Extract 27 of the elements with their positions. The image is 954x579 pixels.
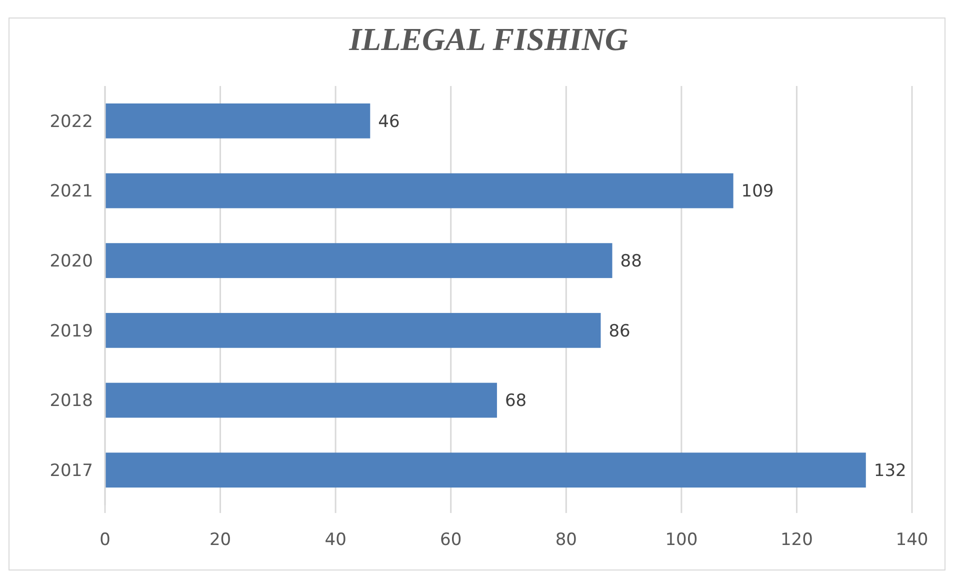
bar (105, 382, 497, 418)
data-label: 132 (874, 461, 906, 482)
x-tick-label: 120 (780, 530, 813, 550)
bar (105, 103, 370, 138)
data-label: 88 (620, 252, 642, 272)
bar (105, 452, 866, 488)
bar (105, 173, 734, 208)
chart-title: ILLEGAL FISHING (348, 21, 628, 57)
y-tick-label: 2019 (50, 321, 93, 342)
y-tick-label: 2017 (50, 461, 93, 482)
data-label: 46 (378, 112, 400, 132)
bar (105, 243, 612, 278)
y-tick-label: 2022 (50, 112, 93, 132)
x-tick-label: 20 (209, 530, 232, 550)
x-tick-label: 80 (555, 530, 577, 550)
y-tick-label: 2021 (50, 182, 93, 202)
x-tick-label: 100 (665, 530, 698, 550)
data-label: 109 (741, 182, 774, 202)
x-tick-label: 140 (896, 530, 928, 550)
x-tick-label: 60 (440, 530, 462, 550)
y-tick-label: 2020 (50, 252, 93, 272)
data-label: 68 (504, 391, 527, 412)
data-label: 86 (608, 321, 630, 342)
x-tick-label: 0 (100, 530, 110, 550)
bar (105, 312, 601, 348)
x-tick-label: 40 (324, 530, 346, 550)
y-tick-label: 2018 (50, 391, 93, 412)
